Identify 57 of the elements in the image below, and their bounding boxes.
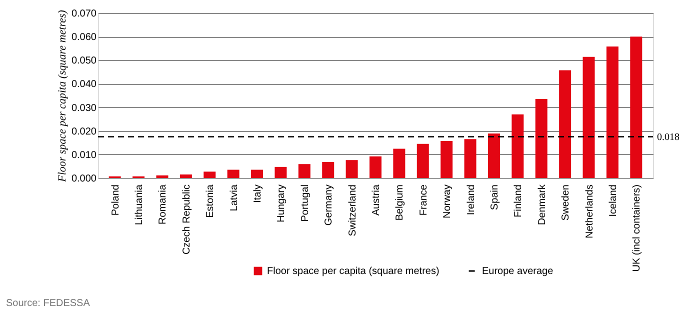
x-tick-label: Finland (513, 184, 524, 218)
x-tick-label: Belgium (394, 184, 406, 221)
x-tick-label: Latvia (228, 184, 240, 212)
x-tick-label: Iceland (608, 184, 619, 217)
x-tick-label: Hungary (276, 184, 288, 222)
y-tick-label: 0.050 (71, 56, 97, 67)
bar (488, 133, 500, 178)
x-tick-label: Norway (442, 184, 454, 218)
legend-label: Europe average (482, 266, 554, 277)
bar (416, 144, 429, 178)
y-tick-label: 0.070 (71, 8, 97, 20)
bar (204, 172, 216, 178)
source-note: Source: FEDESSA (6, 298, 90, 309)
bar (559, 70, 572, 178)
x-tick-label: Spain (489, 184, 500, 210)
bar (606, 46, 618, 178)
x-tick-label: Portugal (300, 184, 311, 222)
y-tick-label: 0.060 (71, 32, 97, 44)
y-tick-label: 0.000 (71, 174, 97, 184)
x-tick-label: Poland (110, 184, 122, 216)
x-tick-label: Denmark (536, 184, 548, 226)
bar (370, 156, 382, 178)
x-tick-label: France (418, 184, 430, 216)
bar (156, 175, 168, 178)
y-tick-label: 0.040 (71, 79, 97, 90)
y-tick-label: 0.020 (71, 126, 97, 138)
y-axis-title: Floor space per capita (square metres) (56, 10, 68, 183)
x-tick-label: Ireland (466, 184, 477, 216)
x-tick-label: Switzerland (347, 184, 358, 236)
x-tick-label: Czech Republic (181, 184, 192, 255)
y-tick-label: 0.030 (71, 102, 97, 114)
bar (582, 56, 595, 178)
bar (630, 36, 642, 178)
bar (322, 162, 334, 178)
text: 0.018 (657, 132, 680, 143)
bar (298, 164, 310, 178)
x-tick-label: Estonia (205, 184, 216, 218)
x-tick-label: Netherlands (584, 184, 596, 238)
bar (440, 140, 453, 178)
y-tick-label: 0.010 (71, 150, 97, 161)
x-tick-label: UK (incl containers) (632, 184, 643, 272)
x-tick-label: Lithuania (134, 184, 146, 226)
x-tick-label: Germany (324, 184, 335, 226)
legend-label: Floor space per capita (square metres) (267, 266, 440, 277)
bar (180, 174, 192, 178)
bar (251, 170, 264, 178)
bar (464, 139, 476, 178)
x-tick-label: Italy (252, 184, 264, 203)
x-tick-label: Romania (158, 184, 169, 225)
bar (535, 99, 548, 178)
bar (393, 148, 406, 178)
bar (227, 170, 240, 178)
x-tick-label: Sweden (560, 184, 572, 221)
bar (274, 166, 287, 178)
x-tick-label: Austria (371, 184, 382, 216)
bar (346, 160, 358, 178)
bar (512, 114, 524, 178)
